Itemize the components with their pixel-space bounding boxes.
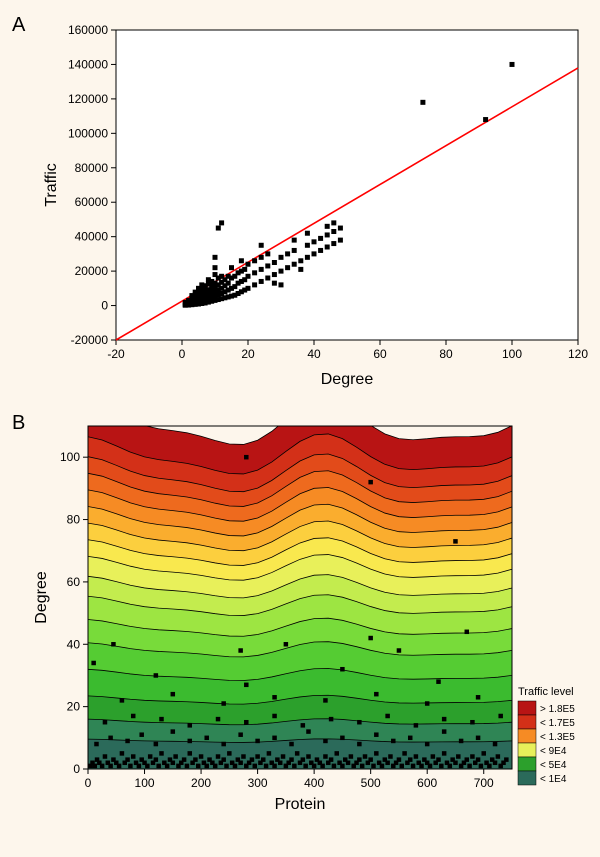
svg-text:40: 40	[67, 637, 81, 651]
panel-a-label: A	[12, 14, 25, 37]
svg-text:< 9E4: < 9E4	[540, 746, 567, 757]
svg-text:0: 0	[85, 776, 92, 790]
scatter-a: -20 0 20 40 60 80 100 120 -20000 0 20000 40000 60000…	[38, 16, 598, 396]
svg-text:Protein: Protein	[275, 796, 326, 813]
svg-text:< 1.7E5: < 1.7E5	[540, 718, 575, 729]
contour-b: 0 100 200 300 400 500 600 700 0 20 40 60 80 100 Protei…	[28, 414, 600, 819]
svg-text:0: 0	[179, 347, 186, 361]
svg-text:80: 80	[439, 347, 453, 361]
svg-text:80: 80	[67, 513, 81, 527]
svg-text:500: 500	[361, 776, 381, 790]
svg-text:< 5E4: < 5E4	[540, 760, 567, 771]
svg-text:100: 100	[502, 347, 522, 361]
svg-text:700: 700	[474, 776, 494, 790]
svg-text:400: 400	[304, 776, 324, 790]
svg-text:100000: 100000	[68, 126, 108, 140]
svg-text:60000: 60000	[75, 195, 109, 209]
svg-text:300: 300	[248, 776, 268, 790]
svg-text:-20: -20	[107, 347, 125, 361]
svg-text:140000: 140000	[68, 57, 108, 71]
svg-text:> 1.8E5: > 1.8E5	[540, 704, 575, 715]
svg-text:0: 0	[101, 299, 108, 313]
svg-text:20: 20	[241, 347, 255, 361]
svg-text:600: 600	[417, 776, 437, 790]
svg-text:< 1.3E5: < 1.3E5	[540, 732, 575, 743]
svg-text:< 1E4: < 1E4	[540, 774, 567, 785]
svg-text:Traffic level: Traffic level	[518, 686, 574, 698]
svg-text:60: 60	[67, 575, 81, 589]
svg-text:100: 100	[60, 450, 80, 464]
svg-text:60: 60	[373, 347, 387, 361]
svg-text:40000: 40000	[75, 230, 109, 244]
panel-b-label: B	[12, 412, 25, 435]
svg-text:0: 0	[73, 762, 80, 776]
svg-text:200: 200	[191, 776, 211, 790]
panel-b: B 0 100 200 300 400 500 600 700 0 20 40 60 80 100 Prot…	[10, 414, 590, 819]
svg-text:40: 40	[307, 347, 321, 361]
svg-text:Degree: Degree	[33, 571, 50, 624]
svg-text:20: 20	[67, 700, 81, 714]
svg-text:-20000: -20000	[71, 333, 109, 347]
svg-text:80000: 80000	[75, 161, 109, 175]
svg-text:100: 100	[135, 776, 155, 790]
svg-text:160000: 160000	[68, 23, 108, 37]
svg-text:Degree: Degree	[321, 371, 374, 388]
svg-text:120: 120	[568, 347, 588, 361]
panel-a: A -20 0 20 40 60 80 100 120 -20000 0 20000 40000 600…	[10, 16, 590, 396]
figure: A -20020406080100120-2000002000040000600…	[0, 0, 600, 857]
svg-text:120000: 120000	[68, 92, 108, 106]
svg-text:Traffic: Traffic	[43, 163, 60, 207]
svg-text:20000: 20000	[75, 264, 109, 278]
